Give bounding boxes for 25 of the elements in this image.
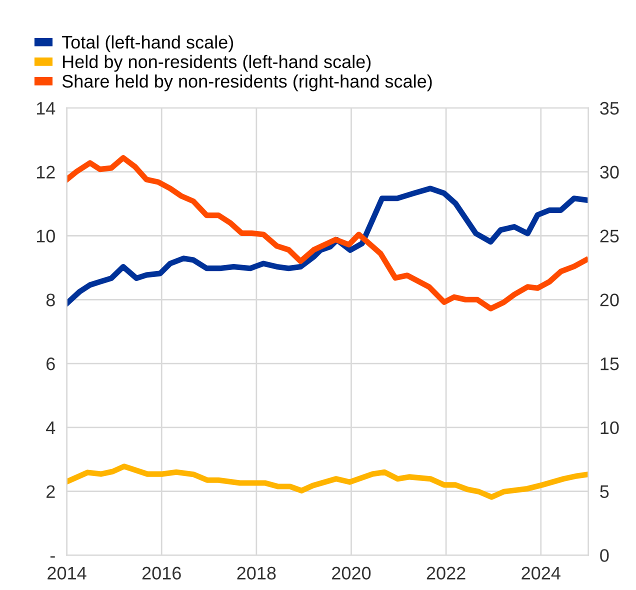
y-tick-label: 6 <box>46 357 55 370</box>
y2-tick-label: 20 <box>600 294 619 306</box>
y2-tick-label: 15 <box>600 358 619 370</box>
y-tick-label: - <box>50 556 55 558</box>
x-tick-label: 2024 <box>522 566 560 580</box>
y2-tick-label: 35 <box>600 102 619 115</box>
y-tick-label: 10 <box>36 230 55 242</box>
x-tick-label: 2016 <box>142 566 181 580</box>
y2-tick-label: 30 <box>600 166 619 179</box>
x-tick-label: 2020 <box>332 566 371 580</box>
y-tick-label: 4 <box>46 422 56 434</box>
legend-label: Total (left-hand scale) <box>62 35 234 52</box>
x-tick-label: 2014 <box>48 566 86 580</box>
y-tick-label: 8 <box>46 294 55 306</box>
y-tick-label: 2 <box>46 485 55 498</box>
y2-tick-label: 5 <box>600 485 609 498</box>
legend-label: Share held by non-residents (right-hand scale) <box>62 74 432 92</box>
y-tick-label: 14 <box>36 102 56 115</box>
x-tick-label: 2018 <box>237 566 276 580</box>
y2-tick-label: 25 <box>600 230 619 242</box>
y2-tick-label: 0 <box>600 549 609 562</box>
x-tick-label: 2022 <box>426 566 466 580</box>
legend-label: Held by non-residents (left-hand scale) <box>63 54 371 72</box>
y-tick-label: 12 <box>36 166 55 178</box>
y2-tick-label: 10 <box>600 421 619 434</box>
